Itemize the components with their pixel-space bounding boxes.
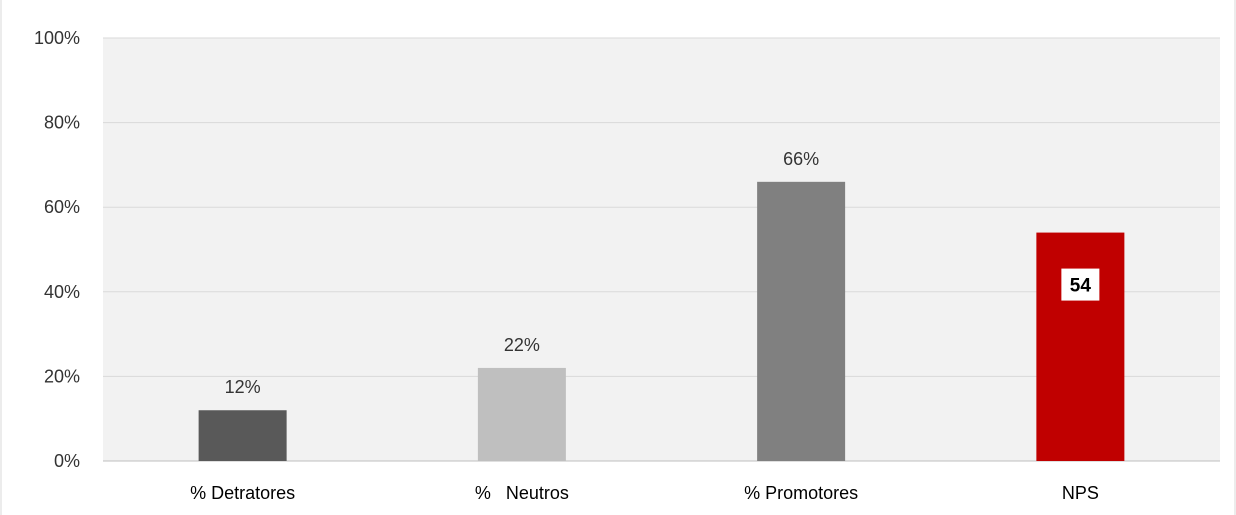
y-tick-label: 40% [44, 282, 80, 302]
bar-3 [757, 181, 846, 461]
y-tick-label: 20% [44, 366, 80, 386]
nps-value-label: 54 [1070, 276, 1092, 297]
bar-1 [198, 410, 287, 461]
data-label: 12% [225, 377, 261, 397]
bar-2 [477, 367, 566, 461]
data-label: 22% [504, 335, 540, 355]
x-category-label: NPS [1062, 483, 1099, 503]
y-axis: 0% 20% 40% 60% 80% 100% [34, 28, 80, 471]
plot-area [103, 38, 1220, 461]
x-category-label: % Neutros [475, 483, 569, 503]
x-axis: % Detratores % Neutros % Promotores NPS [190, 483, 1099, 503]
data-label: 66% [783, 149, 819, 169]
bar-4 [1036, 232, 1125, 461]
y-tick-label: 0% [54, 451, 80, 471]
y-tick-label: 80% [44, 113, 80, 133]
y-tick-label: 100% [34, 28, 80, 48]
gridlines [103, 37, 1220, 462]
x-category-label: % Detratores [190, 483, 295, 503]
nps-value-box [1061, 268, 1100, 301]
data-labels: 12% 22% 66% 54 [225, 149, 1100, 397]
x-category-label: % Promotores [744, 483, 858, 503]
y-tick-label: 60% [44, 197, 80, 217]
